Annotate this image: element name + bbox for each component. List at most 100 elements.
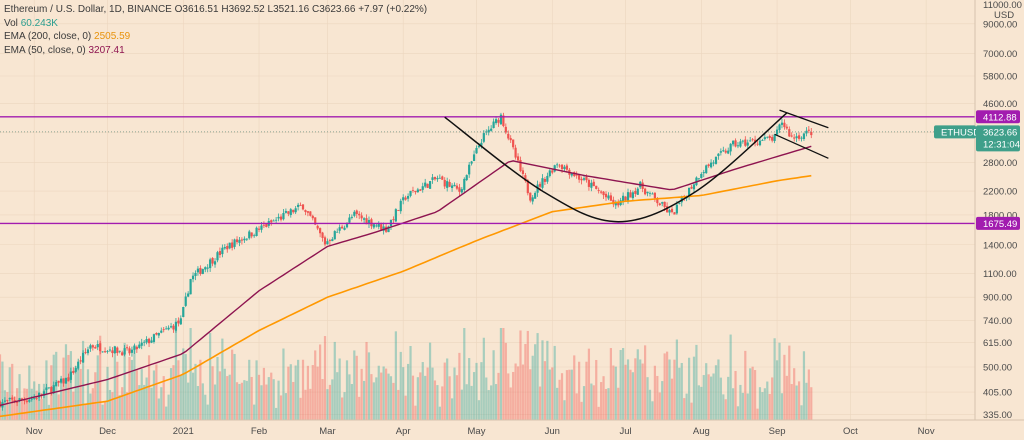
candle-body <box>487 129 490 133</box>
volume-bar <box>653 365 656 420</box>
candle-body <box>687 187 691 197</box>
wedge-upper-trendline[interactable] <box>779 109 829 129</box>
volume-bar <box>343 392 346 420</box>
wedge-lower-trendline[interactable] <box>774 133 829 159</box>
candle-body <box>199 267 202 274</box>
volume-bar <box>695 344 698 420</box>
candle-body <box>504 126 507 133</box>
candle-body <box>734 140 737 147</box>
volume-bar <box>18 374 21 420</box>
legend-ema200-row[interactable]: EMA (200, close, 0) 2505.59 <box>4 30 427 44</box>
candle-body <box>433 176 437 180</box>
candle-body <box>277 216 280 219</box>
volume-bar <box>211 366 214 420</box>
candle-body <box>543 178 547 182</box>
volume-bar <box>184 354 187 420</box>
candle-body <box>553 165 556 172</box>
volume-bar <box>37 383 41 420</box>
candle-body <box>790 135 793 137</box>
candle-body <box>477 145 481 148</box>
candle-body <box>79 360 82 362</box>
candle-body <box>33 398 36 399</box>
volume-bar <box>30 388 33 420</box>
volume-bar <box>182 348 185 420</box>
candle-body <box>336 231 339 233</box>
candle-body <box>187 293 190 297</box>
cup-arc[interactable] <box>444 112 788 223</box>
candle-body <box>526 180 529 194</box>
price-axis[interactable]: 11000.00 USD 335.00 405.00 500.00 615.00 740… <box>974 0 1024 421</box>
volume-bar <box>235 382 239 420</box>
volume-bar <box>661 381 664 420</box>
volume-bar <box>265 384 268 420</box>
symbol-description[interactable]: Ethereum / U.S. Dollar, 1D, BINANCE <box>4 4 172 15</box>
time-tick-label: Aug <box>693 426 710 437</box>
candle-body <box>744 139 747 146</box>
volume-bar <box>771 377 774 420</box>
candle-body <box>262 224 266 226</box>
volume-bar <box>289 364 292 420</box>
volume-bar <box>402 367 405 420</box>
volume-bars <box>0 0 975 420</box>
volume-bar <box>614 366 617 420</box>
volume-bar <box>534 344 537 420</box>
legend-volume-row[interactable]: Vol 60.243K <box>4 17 427 31</box>
volume-bar <box>250 376 253 420</box>
volume-bar <box>810 387 813 420</box>
candle-body <box>556 164 559 166</box>
candle-body <box>414 190 417 193</box>
volume-bar <box>81 340 85 420</box>
legend-ema50-row[interactable]: EMA (50, close, 0) 3207.41 <box>4 44 427 58</box>
volume-bar <box>685 393 688 420</box>
candle-body <box>331 239 334 242</box>
volume-bar <box>348 374 351 420</box>
volume-bar <box>805 382 808 420</box>
ema50-value: 3207.41 <box>88 44 125 56</box>
candle-body <box>255 227 258 236</box>
volume-bar <box>551 367 554 420</box>
volume-bar <box>514 363 517 420</box>
volume-bar <box>316 366 319 420</box>
ema200-label: EMA (200, close, 0) <box>4 31 92 42</box>
candle-body <box>785 126 788 129</box>
volume-bar <box>472 372 476 420</box>
time-axis[interactable]: Nov Dec 2021 Feb Mar Apr May Jun Jul Aug Sep Oct Nov <box>0 419 1024 440</box>
volume-bar <box>573 355 576 420</box>
time-tick-label: Jun <box>545 426 560 437</box>
volume-bar <box>189 328 192 420</box>
time-tick-label: Mar <box>319 426 335 437</box>
volume-bar <box>414 405 417 420</box>
price-tick-label: 740.00 <box>983 316 1012 327</box>
candle-body <box>761 140 764 141</box>
volume-bar <box>431 367 434 420</box>
candle-body <box>194 272 197 277</box>
volume-bar <box>751 366 754 420</box>
candle-body <box>585 176 588 181</box>
time-tick-labels: Nov Dec 2021 Feb Mar Apr May Jun Jul Aug Sep Oct Nov <box>26 426 935 437</box>
volume-bar <box>433 380 437 420</box>
candle-body <box>722 150 725 152</box>
candle-body <box>279 216 283 220</box>
volume-bar <box>0 354 2 420</box>
candle-body <box>309 211 312 216</box>
volume-bar <box>375 377 378 420</box>
candle-body <box>472 154 476 161</box>
volume-bar <box>108 389 112 420</box>
price-tick-label: 1400.00 <box>983 240 1017 251</box>
price-change: +7.97 (+0.22%) <box>358 4 428 15</box>
volume-bar <box>636 349 639 420</box>
volume-bar <box>350 384 353 420</box>
candle-body <box>35 397 38 399</box>
volume-bar <box>130 359 134 420</box>
volume-bar <box>600 382 603 420</box>
candle-body <box>431 177 434 180</box>
volume-bar <box>248 359 251 420</box>
volume-bar <box>194 363 197 420</box>
candle-body <box>763 137 766 140</box>
candle-body <box>460 189 463 193</box>
candle-body <box>626 192 630 202</box>
volume-bar <box>785 375 788 420</box>
candle-body <box>516 156 520 161</box>
candle-body <box>771 137 774 141</box>
